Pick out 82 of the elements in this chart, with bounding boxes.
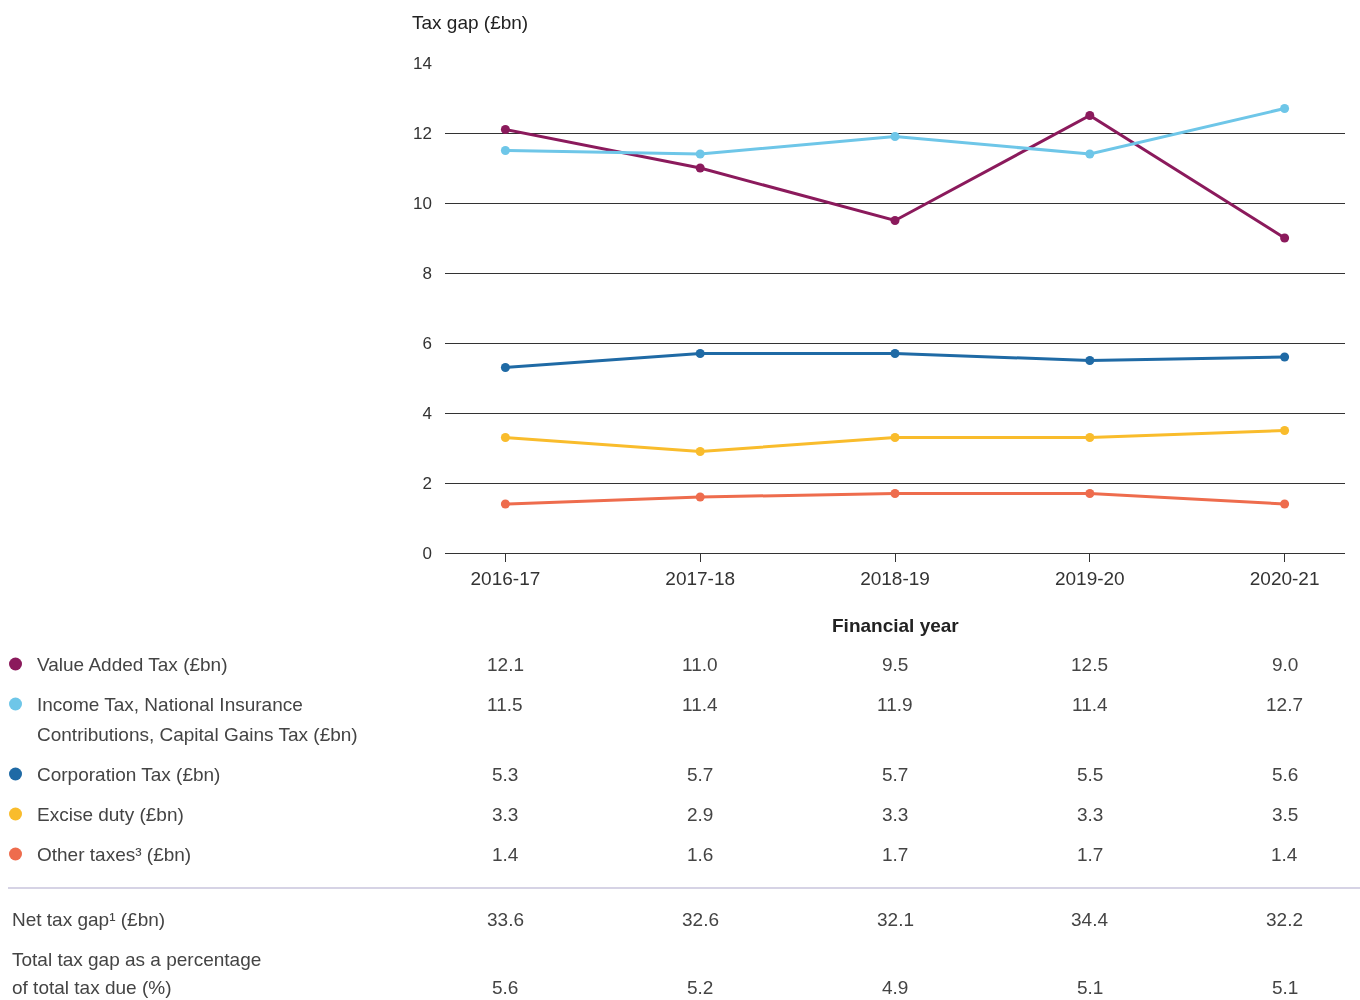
point: [500, 146, 510, 155]
legend-label: Other taxes³ (£bn): [37, 844, 192, 865]
x-tick-label: 2020-21: [1249, 567, 1320, 589]
text: 5.1: [1272, 977, 1299, 998]
text: 5.1: [1077, 977, 1104, 998]
data-label: 3.5: [1272, 804, 1299, 825]
data-label: 5.5: [1077, 764, 1104, 785]
x-tick-label: 2018-19: [860, 567, 930, 589]
text: 32.6: [682, 909, 719, 930]
legend-label: Value Added Tax (£bn): [37, 654, 228, 675]
text: 32.1: [877, 909, 914, 930]
point: [890, 433, 900, 442]
data-label: 12.5: [1071, 654, 1108, 675]
data-label: 1.7: [882, 844, 909, 865]
text: 32.2: [1266, 909, 1303, 930]
y-tick-label: 14: [413, 53, 432, 73]
data-label: 5.7: [882, 764, 909, 785]
data-label: 9.0: [1272, 654, 1299, 675]
point: [1085, 149, 1095, 159]
data-label: 5.3: [492, 764, 519, 785]
y-tick-label: 10: [413, 193, 432, 213]
text: 34.4: [1071, 909, 1109, 930]
point: [500, 499, 510, 509]
point: [890, 349, 900, 358]
data-label: 3.3: [882, 804, 909, 825]
point: [1085, 111, 1095, 120]
x-tick-label: 2016-17: [470, 567, 541, 589]
data-label: 11.5: [487, 694, 523, 715]
point: [1280, 426, 1290, 435]
text: 5.6: [492, 977, 519, 998]
data-label: 9.5: [882, 654, 909, 675]
x-tick-label: 2017-18: [665, 567, 736, 589]
x-tick-label: 2019-20: [1054, 567, 1125, 589]
point: [500, 433, 510, 442]
point: [1280, 233, 1290, 243]
y-axis-title: Tax gap (£bn): [412, 12, 529, 33]
point: [1280, 499, 1290, 509]
data-label: 12.7: [1266, 694, 1303, 715]
point: [890, 132, 900, 141]
y-tick-label: 6: [422, 333, 432, 353]
text: Net tax gap¹ (£bn): [12, 909, 166, 930]
data-label: 3.3: [1077, 804, 1104, 825]
point: [1280, 104, 1290, 113]
data-label: 1.4: [1271, 844, 1298, 865]
data-label: 11.9: [877, 694, 913, 715]
point: [890, 489, 900, 498]
point: [500, 125, 510, 134]
text: 33.6: [487, 909, 524, 930]
data-label: 1.4: [492, 844, 519, 865]
y-tick-label: 2: [422, 473, 432, 493]
legend-label: Excise duty (£bn): [37, 804, 184, 825]
y-tick-label: 0: [422, 543, 432, 563]
point: [695, 492, 705, 502]
y-tick-label: 12: [413, 123, 432, 143]
point: [695, 349, 705, 358]
data-label: 1.7: [1077, 844, 1104, 865]
point: [695, 447, 705, 456]
x-axis-title: Financial year: [832, 615, 960, 636]
legend-label: Corporation Tax (£bn): [37, 764, 221, 785]
y-tick-label: 4: [422, 403, 432, 423]
point: [500, 363, 510, 372]
text: Total tax gap as a percentage of total tax due (%): [12, 949, 262, 998]
point: [1085, 489, 1095, 498]
point: [1085, 356, 1095, 365]
data-label: 5.7: [687, 764, 714, 785]
data-label: 11.0: [682, 654, 718, 675]
point: [1085, 433, 1095, 442]
point: [890, 216, 900, 225]
point: [695, 163, 705, 173]
text: 4.9: [882, 977, 909, 998]
point: [695, 149, 705, 159]
data-label: 11.4: [1072, 694, 1108, 715]
data-label: 11.4: [682, 694, 718, 715]
data-label: 3.3: [492, 804, 519, 825]
data-label: 5.6: [1272, 764, 1299, 785]
data-label: 12.1: [487, 654, 524, 675]
data-label: 2.9: [687, 804, 714, 825]
text: 5.2: [687, 977, 714, 998]
legend-label: Income Tax, National Insurance Contributions, Capital Gains Tax (£bn): [37, 694, 358, 745]
point: [1280, 352, 1290, 362]
y-tick-label: 8: [422, 263, 432, 283]
data-label: 1.6: [687, 844, 714, 865]
